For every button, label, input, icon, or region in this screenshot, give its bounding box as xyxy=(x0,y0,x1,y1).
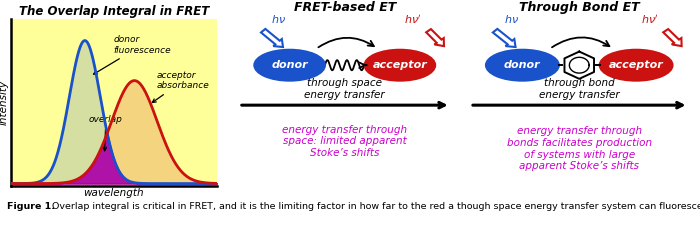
Ellipse shape xyxy=(600,50,673,81)
FancyArrow shape xyxy=(426,29,444,46)
Text: acceptor: acceptor xyxy=(372,60,427,70)
Title: The Overlap Integral in FRET: The Overlap Integral in FRET xyxy=(19,5,209,18)
Text: energy transfer through
space: limited apparent
Stoke’s shifts: energy transfer through space: limited a… xyxy=(282,125,407,158)
Text: $h\nu$: $h\nu$ xyxy=(503,13,519,25)
Text: through space
energy transfer: through space energy transfer xyxy=(304,78,385,100)
Ellipse shape xyxy=(486,50,559,81)
Text: energy transfer through
bonds facilitates production
of systems with large
appar: energy transfer through bonds facilitate… xyxy=(507,126,652,171)
Ellipse shape xyxy=(254,50,325,81)
Ellipse shape xyxy=(365,50,435,81)
Text: donor
fluorescence: donor fluorescence xyxy=(94,35,172,74)
Y-axis label: intensity: intensity xyxy=(0,80,9,125)
Text: acceptor: acceptor xyxy=(609,60,664,70)
Text: acceptor
absorbance: acceptor absorbance xyxy=(153,71,210,103)
FancyArrow shape xyxy=(261,29,283,47)
Text: Overlap integral is critical in FRET, and it is the limiting factor in how far t: Overlap integral is critical in FRET, an… xyxy=(46,202,700,211)
Text: donor: donor xyxy=(504,60,540,70)
Text: Figure 1.: Figure 1. xyxy=(7,202,55,211)
Text: through bond
energy transfer: through bond energy transfer xyxy=(539,78,620,100)
Title: FRET-based ET: FRET-based ET xyxy=(293,1,396,14)
Text: $h\nu'$: $h\nu'$ xyxy=(404,13,422,26)
FancyArrow shape xyxy=(493,29,515,47)
Text: overlap: overlap xyxy=(89,115,122,151)
FancyArrow shape xyxy=(663,29,682,46)
Text: $h\nu$: $h\nu$ xyxy=(271,13,286,25)
Text: donor: donor xyxy=(272,60,308,70)
Title: Through Bond ET: Through Bond ET xyxy=(519,1,640,14)
Text: $h\nu'$: $h\nu'$ xyxy=(641,13,659,26)
X-axis label: wavelength: wavelength xyxy=(83,188,144,198)
